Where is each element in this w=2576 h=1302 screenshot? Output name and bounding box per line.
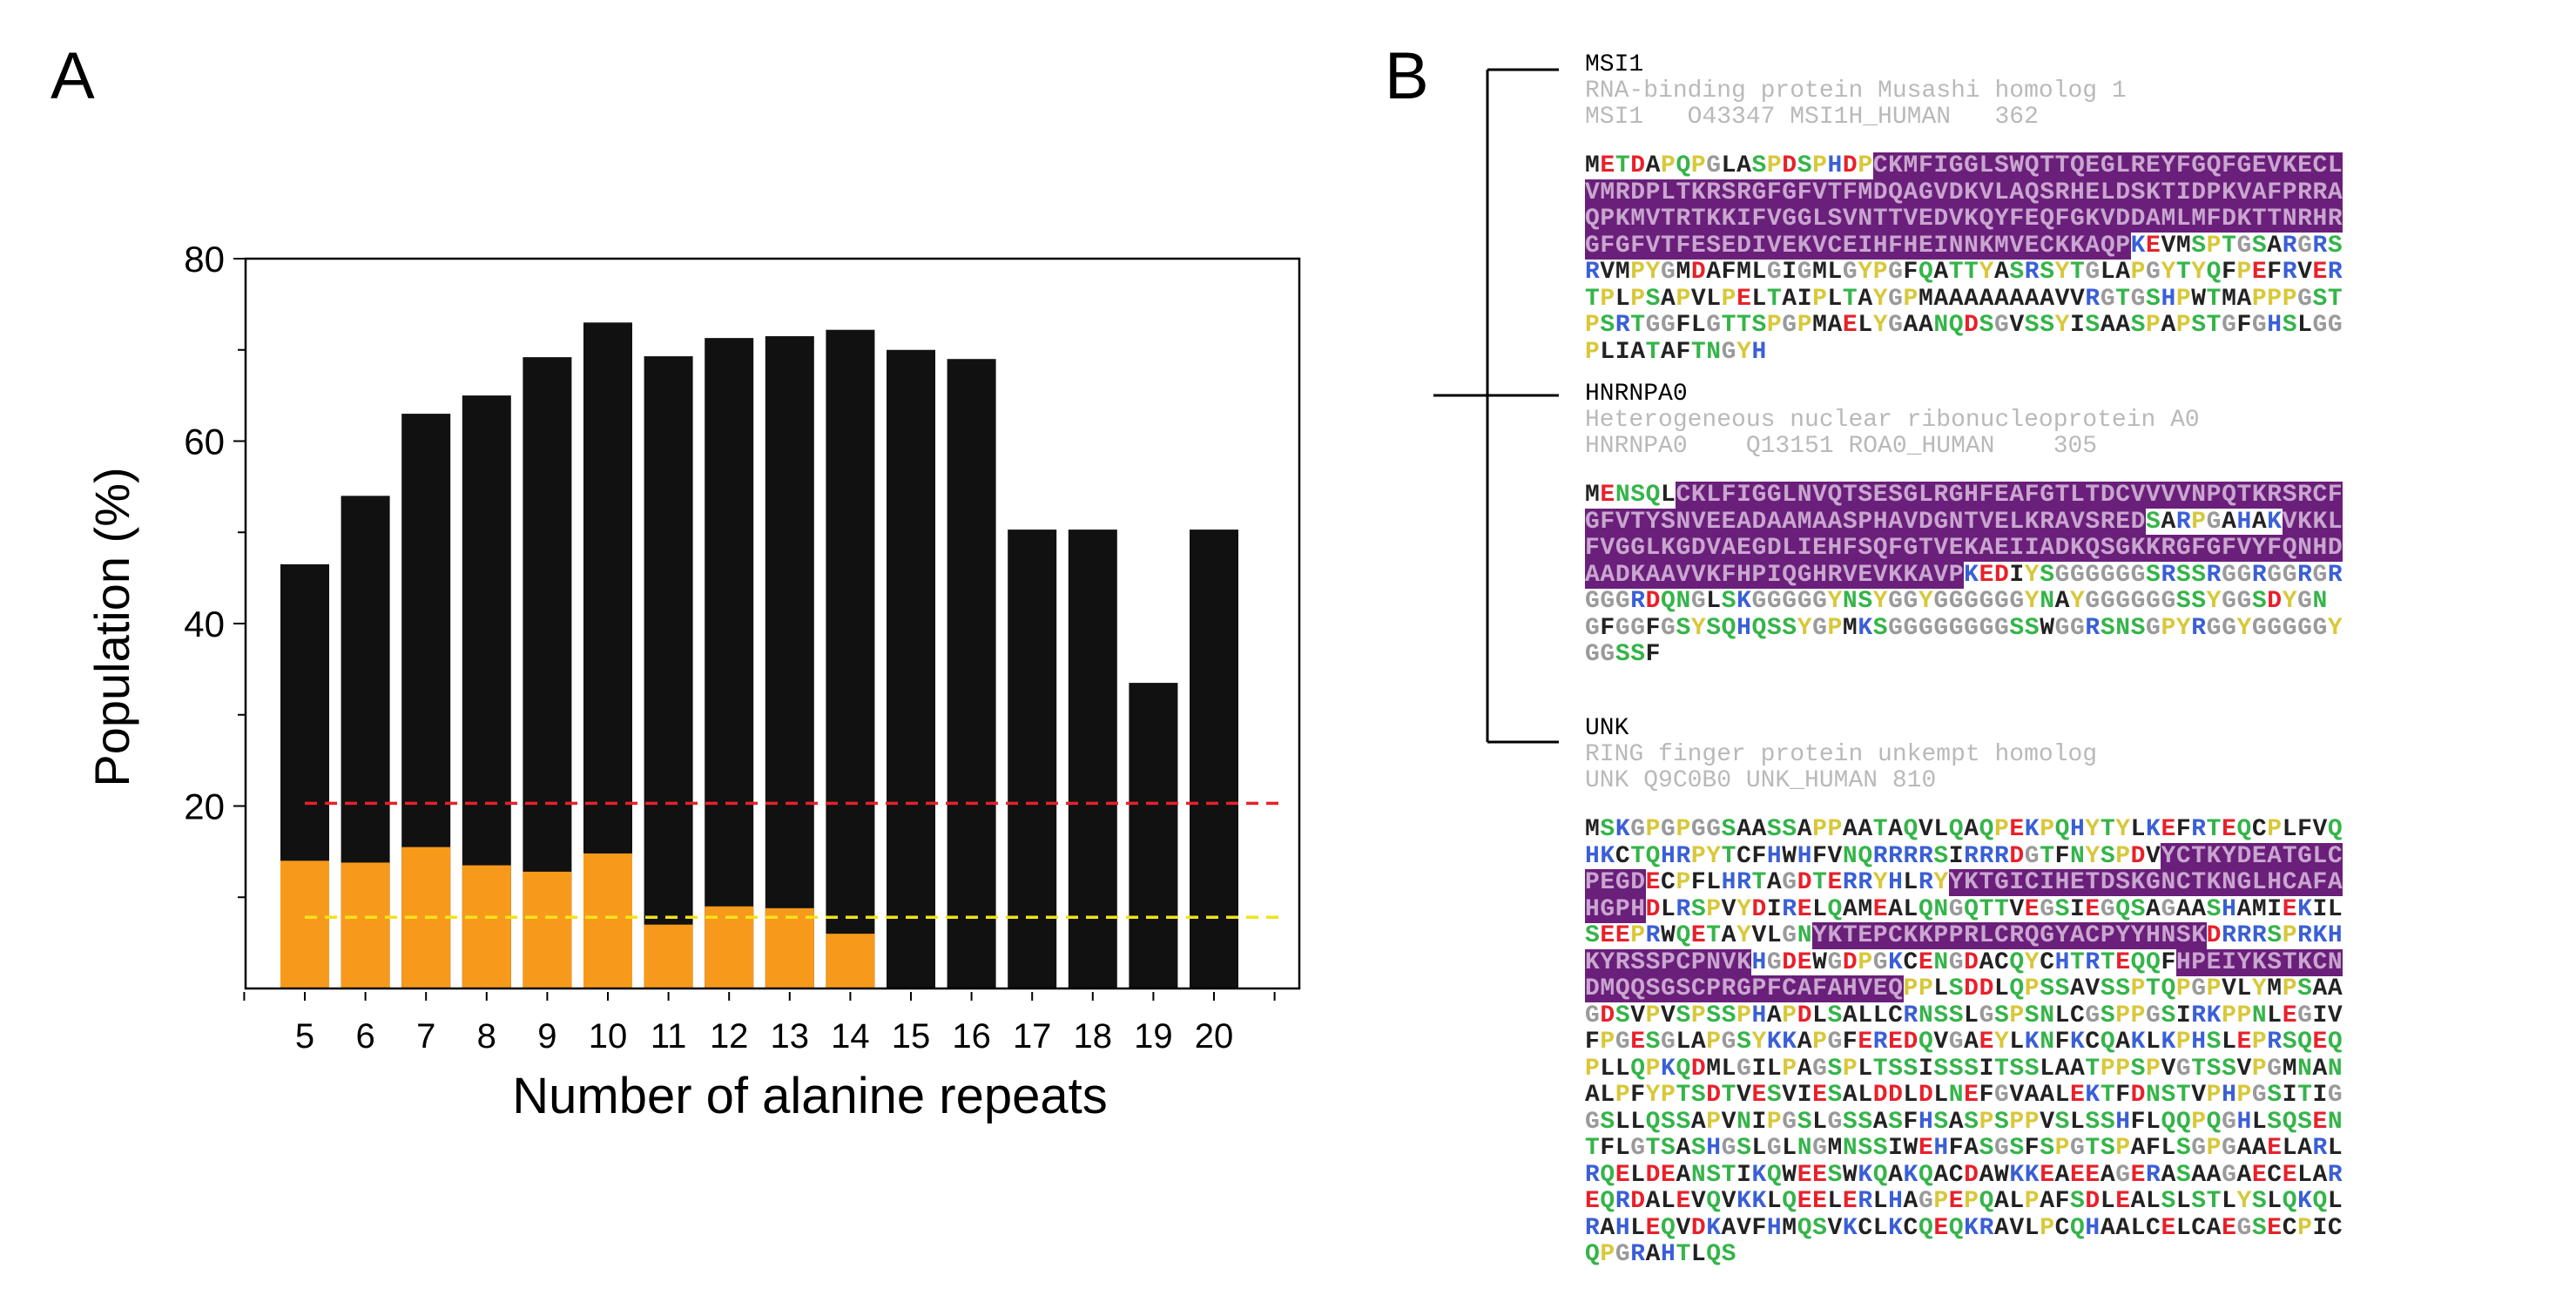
protein-description: RING finger protein unkempt homolog	[1585, 741, 2098, 768]
sequence-block: MSKGPGPGGSAASSAPPAATAQVLQAQPEKPQHYTYLKEF…	[1585, 816, 2343, 1269]
x-tick-label: 17	[1013, 1017, 1052, 1056]
sequence-line: GSLLQSSAPVNIPGSLGSSASFHSASPSPPVSLSSHFLQQ…	[1585, 1108, 2343, 1136]
bar-total-20	[1190, 530, 1238, 988]
bar-orange-5	[280, 860, 329, 988]
protein-accession: MSI1 O43347 MSI1H_HUMAN 362	[1585, 104, 2039, 131]
bar-orange-6	[341, 862, 390, 988]
sequence-line: SEEPRWQETAYVLGNYKTEPCKKPPRLCRQGYACPYYHNS…	[1585, 922, 2343, 949]
x-tick-label: 16	[952, 1017, 991, 1056]
bar-total-13	[765, 336, 814, 989]
x-tick-label: 14	[831, 1017, 870, 1056]
x-tick-label: 7	[416, 1017, 435, 1056]
x-tick-label: 13	[771, 1017, 810, 1056]
sequence-line: GDSVPVSPSSPHAPDLSALLCRNSSLGSPSNLCGSPPGSI…	[1585, 1002, 2343, 1029]
population-bar-chart: 5 6 7 8 9 10 11 12 13 14 15 16 17 18 19 20 20 40 60 80 Popu…	[84, 239, 1301, 1124]
panel-label-b: B	[1385, 39, 1429, 113]
protein-accession: HNRNPA0 Q13151 ROA0_HUMAN 305	[1585, 433, 2098, 460]
protein-name: MSI1	[1585, 51, 1644, 78]
x-axis-label: Number of alanine repeats	[512, 1068, 1108, 1124]
x-tick-label: 6	[355, 1017, 374, 1056]
sequence-line: AADKAAVVKFHPIQGHRVEVKKAVPKEDIYSGGGGGGSRS…	[1585, 561, 2343, 589]
sequence-line: TFLGTSASHGSLGLNGMNSSIWEHFASGSFSPGTSPAFLS…	[1585, 1135, 2343, 1162]
bar-orange-14	[826, 934, 875, 988]
bar-orange-13	[765, 907, 814, 988]
sequence-line: PSRTGGFLGTTSPGPMAELYGAANQDSGVSSYISAASPAP…	[1585, 312, 2343, 339]
protein-hnrnpa0: HNRNPA0 Heterogeneous nuclear ribonucleo…	[1585, 381, 2343, 669]
bar-total-18	[1068, 530, 1117, 988]
sequence-line: PLLQPKQDMLGILPAGSPLTSSISSSITSSLAATPPSPVG…	[1585, 1055, 2343, 1083]
protein-name: UNK	[1585, 715, 1629, 742]
bar-total-19	[1129, 683, 1178, 988]
sequence-line: EQRDALEVQVKKLQEELERLHAGPEPQALPAFSDLEALSL…	[1585, 1188, 2343, 1215]
x-tick-label: 19	[1134, 1017, 1173, 1056]
protein-name: HNRNPA0	[1585, 381, 1688, 408]
sequence-line: TPLPSAPVLPELTAIPLTAYGPMAAAAAAAAVVRGTGSHP…	[1585, 285, 2343, 313]
protein-msi1: MSI1 RNA-binding protein Musashi homolog…	[1585, 52, 2343, 366]
sequence-line: ALPFYPTSDTVESVIESALDDLDLNEFGVAALEKTFDNST…	[1585, 1082, 2343, 1109]
protein-description: Heterogeneous nuclear ribonucleoprotein …	[1585, 407, 2200, 434]
sequence-line: DMQQSGSCPRGPFCAFAHVEQPPLSDDLQPSSAVSSPTQP…	[1585, 975, 2343, 1002]
bar-orange-10	[583, 853, 632, 988]
x-tick-label: 20	[1195, 1017, 1234, 1056]
bar-orange-8	[462, 865, 511, 988]
protein-description: RNA-binding protein Musashi homolog 1	[1585, 78, 2127, 105]
sequence-line: QPKMVTRTKKIFVGGLSVNTTVEDVKQYFEQFGKVDDAML…	[1585, 206, 2343, 233]
sequence-line: METDAPQPGLASPDSPHDPCKMFIGGLSWQTTQEGLREYF…	[1585, 152, 2343, 179]
x-tick-label: 10	[589, 1017, 628, 1056]
bar-orange-12	[705, 906, 754, 988]
x-tick-label: 8	[477, 1017, 496, 1056]
protein-unk: UNK RING finger protein unkempt homolog …	[1585, 716, 2343, 1269]
sequence-line: KYRSSPCPNVKHGDEWGDPGKCENGDACQYCHTRTEQQFH…	[1585, 948, 2343, 976]
bar-total-11	[644, 356, 693, 988]
y-axis-label: Population (%)	[84, 467, 139, 786]
protein-accession: UNK Q9C0B0 UNK_HUMAN 810	[1585, 767, 1937, 794]
sequence-line: MSKGPGPGGSAASSAPPAATAQVLQAQPEKPQHYTYLKEF…	[1585, 816, 2343, 843]
x-tick-label: 15	[892, 1017, 931, 1056]
sequence-block: METDAPQPGLASPDSPHDPCKMFIGGLSWQTTQEGLREYF…	[1585, 152, 2343, 366]
x-tick-label: 12	[710, 1017, 749, 1056]
bar-total-15	[887, 349, 935, 988]
sequence-line: GGSSF	[1585, 641, 1662, 668]
sequence-line: FVGGLKGDVAEGDLIEHFSQFGTVEKAEIIADKQSGKKRG…	[1585, 535, 2343, 562]
sequence-line: RQELDEANSTIKQWEESWKQAKQACDAWKKEAEEAGERAS…	[1585, 1161, 2343, 1189]
sequence-line: VMRDPLTKRSRGFGFVTFMDQAGVDKVLAQSRHELDSKTI…	[1585, 179, 2343, 206]
y-tick-label: 40	[184, 604, 225, 644]
bar-total-14	[826, 329, 875, 989]
sequence-line: RVMPYGMDAFMLGIGMLGYPGFQATTYASRSYTGLAPGYT…	[1585, 259, 2343, 286]
sequence-line: RAHLEQVDKAVFHMQSVKCLKCQEQKRAVLPCQHAALCEL…	[1585, 1214, 2343, 1242]
bar-orange-11	[644, 924, 693, 988]
y-tick-label: 20	[184, 786, 225, 827]
sequence-line: QPGRAHTLQS	[1585, 1241, 1737, 1268]
axes: 5 6 7 8 9 10 11 12 13 14 15 16 17 18 19 20 20 40 60 80	[184, 239, 1301, 1056]
sequence-line: PEGDECPFLHRTAGDTERRYHLRYYKTGICIHETDSKGNC…	[1585, 869, 2343, 896]
bars-layer	[280, 322, 1238, 989]
reference-lines	[305, 801, 1280, 920]
sequence-line: HKCTQHRPYTCFHWHFVNQRRRRSIRRRDGTFNYSPDVYC…	[1585, 842, 2343, 870]
x-tick-label: 9	[537, 1017, 556, 1056]
sequence-line: GFGFVTFESEDIVEKVCEIHFHEINNKMVECKKAQPKEVM…	[1585, 232, 2343, 260]
y-tick-label: 60	[184, 422, 225, 462]
bar-orange-9	[523, 871, 572, 988]
panel-label-a: A	[51, 39, 95, 113]
bar-total-16	[947, 359, 996, 989]
x-tick-label: 11	[651, 1017, 687, 1056]
y-tick-label: 80	[184, 239, 225, 280]
bar-total-17	[1008, 530, 1057, 988]
sequence-line: MENSQLCKLFIGGLNVQTSESGLRGHFEAFGTLTDCVVVV…	[1585, 482, 2343, 509]
bar-total-12	[705, 338, 754, 988]
sequence-line: GFGGFGSYSQHQSSYGPMKSGGGGGGGGSSWGGRSNSGPY…	[1585, 614, 2343, 642]
sequence-line: PLIATAFTNGYH	[1585, 338, 1767, 366]
sequence-line: FPGESGLAPGSYKKAPGFEREDQVGAEYLKNFKCQAKLKP…	[1585, 1029, 2343, 1056]
x-tick-label: 5	[295, 1017, 314, 1056]
x-tick-label: 18	[1074, 1017, 1113, 1056]
sequence-line: GGGRDQNGLSKGGGGGYNSYGGYGGGGGGYNAYGGGGGGS…	[1585, 588, 2328, 615]
sequence-line: GFVTYSNVEEADAAMAASPHAVDGNTVELKRAVSREDSAR…	[1585, 508, 2343, 536]
sequence-line: HGPHDLRSPVYDIRELQAMEALQNGQTTVEGSIEGQSAGA…	[1585, 895, 2343, 923]
sequence-block: MENSQLCKLFIGGLNVQTSESGLRGHFEAFGTLTDCVVVV…	[1585, 482, 2343, 669]
